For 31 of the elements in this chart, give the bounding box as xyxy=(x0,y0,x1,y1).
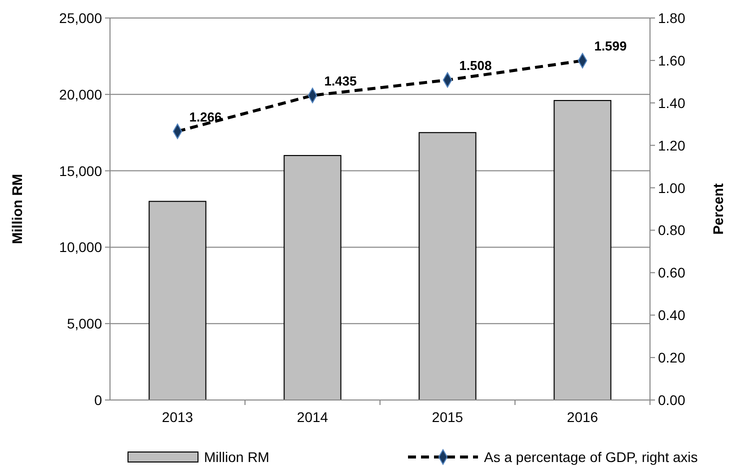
y2-axis-title: Percent xyxy=(710,182,726,235)
data-label: 1.435 xyxy=(324,73,357,88)
y2-tick-label: 0.40 xyxy=(658,307,686,324)
y2-tick-label: 0.80 xyxy=(658,222,686,238)
y2-tick-label: 0.20 xyxy=(658,350,686,366)
data-label: 1.508 xyxy=(459,58,492,73)
y-tick-label: 25,000 xyxy=(59,10,102,26)
y-tick-label: 10,000 xyxy=(59,239,102,256)
y2-tick-label: 1.60 xyxy=(658,52,686,68)
y2-tick-label: 0.60 xyxy=(658,264,686,281)
bar xyxy=(554,100,612,400)
legend-label: Million RM xyxy=(204,449,270,465)
legend-label: As a percentage of GDP, right axis xyxy=(484,449,698,465)
x-tick-label: 2016 xyxy=(566,409,598,425)
x-tick-label: 2015 xyxy=(432,409,464,425)
bar xyxy=(418,132,476,400)
y-tick-label: 0 xyxy=(94,392,102,408)
y2-tick-label: 1.80 xyxy=(658,10,686,26)
y-tick-label: 15,000 xyxy=(59,162,102,179)
data-label: 1.599 xyxy=(594,38,627,54)
y2-tick-label: 0.00 xyxy=(658,392,686,408)
x-tick-label: 2013 xyxy=(162,409,194,425)
x-tick-label: 2014 xyxy=(296,409,328,425)
y2-tick-label: 1.40 xyxy=(658,94,686,111)
bar xyxy=(284,155,342,400)
y-axis-title: Million RM xyxy=(9,174,25,244)
y2-tick-label: 1.20 xyxy=(658,137,686,154)
bar xyxy=(148,200,206,400)
y-tick-label: 20,000 xyxy=(59,86,102,102)
y-tick-label: 5,000 xyxy=(66,316,102,332)
y2-tick-label: 1.00 xyxy=(658,180,686,196)
